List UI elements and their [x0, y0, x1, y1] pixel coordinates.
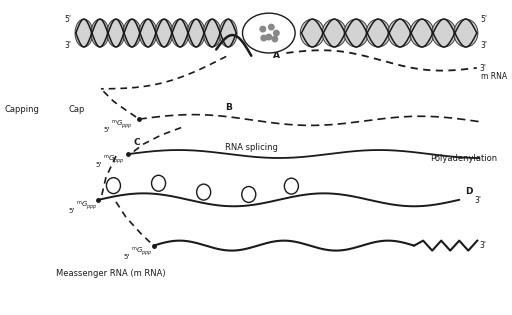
Circle shape	[261, 35, 267, 41]
Text: 3': 3'	[480, 241, 487, 250]
Ellipse shape	[139, 19, 157, 47]
Ellipse shape	[155, 19, 173, 47]
Ellipse shape	[123, 19, 141, 47]
Ellipse shape	[322, 19, 346, 47]
Ellipse shape	[106, 178, 120, 194]
Text: RNA splicing: RNA splicing	[225, 143, 278, 152]
Text: C: C	[134, 138, 140, 147]
Text: 5': 5'	[96, 162, 102, 168]
Circle shape	[269, 24, 274, 30]
Text: $\mathregular{^m}G_{ppp}$: $\mathregular{^m}G_{ppp}$	[131, 245, 153, 258]
Ellipse shape	[172, 19, 189, 47]
Ellipse shape	[344, 19, 368, 47]
Ellipse shape	[91, 19, 109, 47]
Text: m RNA: m RNA	[481, 72, 507, 81]
Circle shape	[273, 30, 279, 36]
Text: Polyadenylation: Polyadenylation	[430, 154, 497, 163]
Text: Meassenger RNA (m RNA): Meassenger RNA (m RNA)	[56, 269, 165, 278]
Ellipse shape	[410, 19, 434, 47]
Text: Cap: Cap	[68, 105, 84, 114]
Circle shape	[260, 26, 266, 32]
Ellipse shape	[75, 19, 93, 47]
Ellipse shape	[152, 175, 165, 191]
Text: D: D	[465, 187, 473, 196]
Ellipse shape	[197, 184, 210, 200]
Ellipse shape	[284, 178, 298, 194]
Ellipse shape	[301, 19, 325, 47]
Ellipse shape	[203, 19, 221, 47]
Text: 5': 5'	[123, 254, 130, 260]
Text: 3': 3'	[65, 41, 72, 50]
Ellipse shape	[454, 19, 478, 47]
Text: 3': 3'	[479, 64, 486, 73]
Text: $\mathregular{^m}G_{ppp}$: $\mathregular{^m}G_{ppp}$	[103, 154, 125, 166]
Text: $\mathregular{^m}G_{ppp}$: $\mathregular{^m}G_{ppp}$	[111, 119, 133, 131]
Text: B: B	[225, 103, 232, 112]
Text: 3': 3'	[474, 196, 481, 205]
Ellipse shape	[107, 19, 125, 47]
Ellipse shape	[432, 19, 456, 47]
Text: Capping: Capping	[5, 105, 39, 114]
Ellipse shape	[388, 19, 412, 47]
Ellipse shape	[187, 19, 205, 47]
Ellipse shape	[220, 19, 237, 47]
Text: 5': 5'	[65, 14, 72, 24]
Ellipse shape	[242, 186, 256, 203]
Text: 5': 5'	[481, 14, 488, 24]
Text: 5': 5'	[68, 208, 75, 214]
Circle shape	[272, 36, 278, 42]
Text: 5': 5'	[103, 127, 110, 133]
Ellipse shape	[243, 13, 295, 53]
Text: $\mathregular{^m}G_{ppp}$: $\mathregular{^m}G_{ppp}$	[76, 199, 97, 212]
Circle shape	[266, 34, 271, 40]
Text: A: A	[273, 51, 280, 60]
Text: 3': 3'	[481, 41, 488, 50]
Ellipse shape	[366, 19, 390, 47]
